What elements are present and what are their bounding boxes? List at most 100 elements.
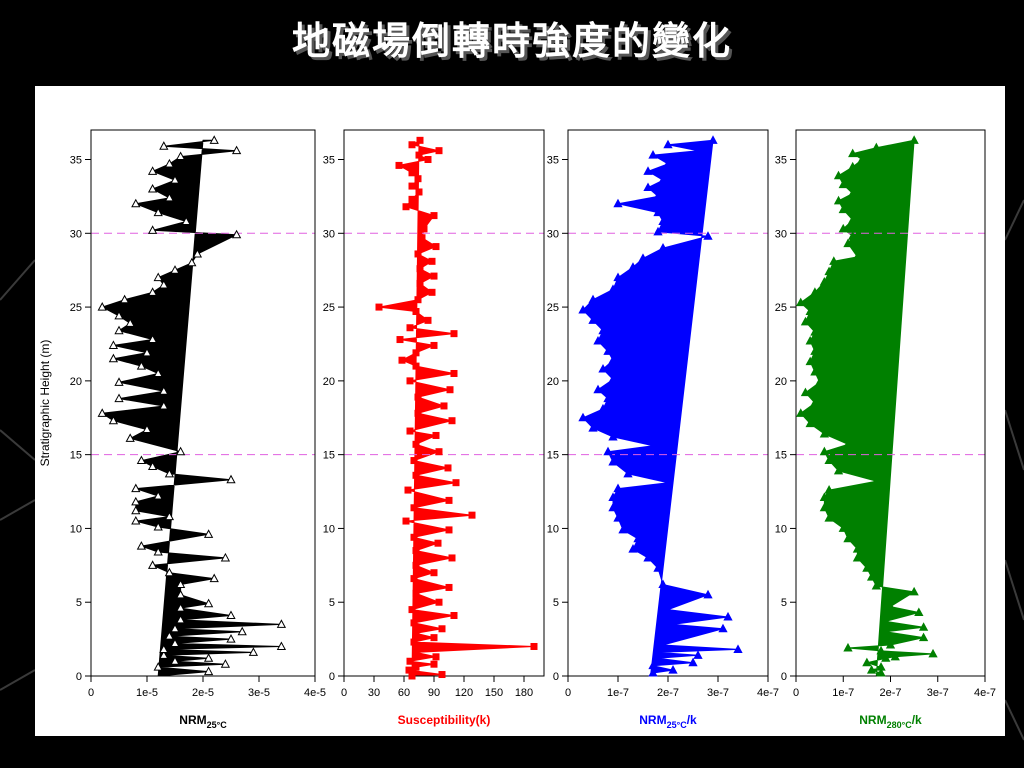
data-point [718, 623, 728, 633]
data-point [648, 150, 658, 159]
x-tick-label: 4e-7 [974, 687, 996, 699]
x-tick-label: 0 [565, 687, 571, 699]
data-point [862, 563, 872, 572]
data-point [819, 502, 829, 512]
data-point [125, 433, 135, 442]
data-point [406, 657, 414, 665]
data-point [593, 384, 603, 394]
data-point [153, 272, 163, 282]
data-point [408, 141, 416, 149]
data-point [412, 663, 420, 671]
data-point [618, 524, 628, 534]
y-tick-label: 10 [323, 523, 335, 535]
data-point [824, 513, 834, 522]
data-point [598, 364, 608, 373]
data-point [643, 182, 653, 192]
chart-panel-2: 0 5 10 15 20 25 30 35 0 30 60 90 120 150 180 Susceptibi… [323, 129, 545, 727]
data-point [445, 496, 453, 504]
data-point [410, 575, 418, 583]
chart-panel: 0 5 10 15 20 25 30 35 0 1e-5 2e-5 3e-5 4e-5 NRM25°C St… [35, 86, 1005, 736]
data-point [435, 147, 443, 155]
data-point [658, 175, 668, 184]
data-point [412, 629, 420, 637]
data-point [663, 158, 673, 168]
data-point [843, 642, 853, 652]
x-tick-label: 2e-7 [879, 687, 901, 699]
y-tick-label: 20 [547, 376, 559, 388]
data-point [588, 315, 598, 324]
data-point [468, 511, 476, 519]
data-point [412, 589, 420, 597]
data-point [810, 327, 820, 336]
y-tick-label: 5 [76, 597, 82, 609]
data-point [404, 486, 412, 494]
data-point [231, 145, 242, 155]
y-tick-label: 15 [70, 450, 82, 462]
data-point [159, 386, 169, 395]
data-point [434, 539, 442, 547]
data-point [805, 306, 815, 316]
x-tick-label: 2e-7 [657, 687, 679, 699]
data-point [408, 606, 416, 614]
y-tick-label: 15 [547, 450, 559, 462]
data-point [613, 513, 623, 522]
data-point [450, 330, 458, 338]
x-tick-label: 30 [368, 687, 380, 699]
y-tick-label: 5 [329, 597, 335, 609]
data-point [164, 511, 175, 521]
data-point [810, 366, 820, 376]
data-point [435, 598, 443, 606]
x-tick-label: 120 [455, 687, 473, 699]
data-point [187, 257, 197, 267]
data-point [432, 431, 440, 439]
data-point [408, 672, 416, 680]
data-point [848, 214, 858, 224]
data-point [164, 158, 175, 168]
data-point [175, 446, 186, 456]
data-point [658, 639, 668, 649]
data-point [653, 207, 663, 217]
data-point [653, 191, 663, 200]
data-point [438, 671, 446, 679]
x-axis-label: NRM25°C/k [639, 713, 697, 730]
data-point [412, 648, 420, 656]
data-point [408, 195, 416, 203]
data-point [643, 552, 653, 562]
data-point [147, 166, 158, 175]
data-point [876, 662, 886, 671]
data-point [708, 135, 718, 144]
x-axis-label: NRM25°C [179, 713, 227, 730]
data-point [153, 662, 163, 671]
data-point [608, 284, 618, 293]
data-point [914, 607, 924, 617]
plot-frame [90, 129, 316, 677]
data-point [663, 139, 673, 149]
y-tick-label: 5 [781, 597, 787, 609]
x-axis-label: NRM280°C/k [859, 713, 922, 730]
data-point [866, 665, 877, 674]
data-point [414, 296, 422, 304]
data-point [97, 302, 107, 311]
x-tick-label: 180 [515, 687, 533, 699]
data-point [450, 369, 458, 377]
data-point [430, 341, 438, 349]
data-point [406, 427, 414, 435]
y-tick-label: 10 [775, 523, 787, 535]
data-point [410, 638, 418, 646]
data-point [608, 431, 618, 441]
data-point [852, 552, 863, 562]
data-point [147, 225, 158, 234]
y-tick-label: 20 [323, 376, 335, 388]
data-point [226, 474, 236, 484]
data-point [114, 393, 124, 403]
chart-panel-3: 0 5 10 15 20 25 30 35 0 1e-7 2e-7 3e-7 4e-7 NRM25°C/k [547, 129, 779, 730]
y-tick-label: 0 [76, 671, 82, 683]
data-point [175, 589, 186, 599]
data-point [414, 175, 422, 183]
data-point [414, 250, 422, 258]
data-point [876, 645, 886, 655]
data-point [430, 272, 438, 280]
data-point [159, 644, 169, 653]
data-point [430, 634, 438, 642]
data-point [805, 335, 815, 345]
